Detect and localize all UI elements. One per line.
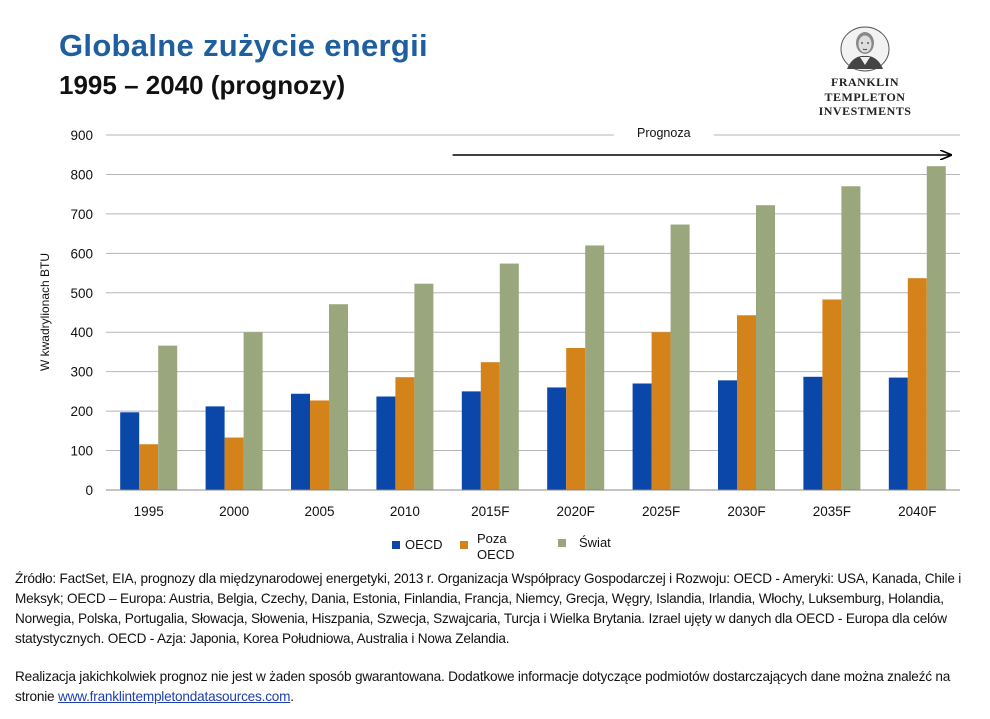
data-sources-link[interactable]: www.franklintempletondatasources.com <box>57 689 291 704</box>
legend-swatch-poza-oecd <box>460 541 468 549</box>
forecast-annotation: Prognoza <box>452 126 950 155</box>
legend-swatch-oecd <box>392 541 400 549</box>
bar-poza-oecd-2020f <box>566 348 586 490</box>
x-tick-label: 2000 <box>219 504 249 519</box>
forecast-label: Prognoza <box>637 126 691 140</box>
y-tick-label: 400 <box>70 325 93 340</box>
page-subtitle: 1995 – 2040 (prognozy) <box>59 70 346 100</box>
bar-poza-oecd-2015f <box>480 362 500 490</box>
y-tick-label: 800 <box>70 167 93 182</box>
page-title: Globalne zużycie energii <box>59 28 428 63</box>
x-tick-label: 2040F <box>898 504 936 519</box>
legend-label-poza-oecd-line2: OECD <box>477 547 515 562</box>
bar-poza-oecd-2010 <box>395 377 415 490</box>
x-tick-label: 2005 <box>304 504 334 519</box>
bar-oecd-1995 <box>120 412 140 490</box>
y-tick-label: 100 <box>70 444 93 459</box>
bar-poza-oecd-1995 <box>139 444 159 490</box>
y-tick-label: 600 <box>70 246 93 261</box>
bar-świat-1995 <box>158 345 178 490</box>
bar-poza-oecd-2000 <box>224 437 244 490</box>
bar-oecd-2020f <box>547 387 567 490</box>
bar-oecd-2000 <box>205 406 225 490</box>
energy-consumption-chart: 0 100 200 300 400 500 600 700 800 900 W kwadrylio… <box>38 126 960 562</box>
y-tick-label: 200 <box>70 404 93 419</box>
x-tick-label: 2030F <box>727 504 765 519</box>
bar-oecd-2015f <box>461 391 481 490</box>
x-tick-label: 2010 <box>390 504 420 519</box>
bar-poza-oecd-2025f <box>651 332 671 490</box>
bar-oecd-2030f <box>718 380 737 490</box>
bar-poza-oecd-2030f <box>737 315 756 490</box>
bar-oecd-2035f <box>803 376 823 490</box>
bar-świat-2015f <box>499 263 519 490</box>
bar-oecd-2040f <box>888 377 908 490</box>
bar-oecd-2010 <box>376 396 396 490</box>
legend-label-poza-oecd-line1: Poza <box>477 531 507 546</box>
bar-świat-2030f <box>756 205 775 490</box>
y-axis-label: W kwadrylionach BTU <box>38 253 52 371</box>
bar-oecd-2025f <box>632 383 652 490</box>
legend-label-swiat: Świat <box>579 535 611 550</box>
x-tick-label: 2025F <box>642 504 680 519</box>
bar-świat-2020f <box>585 245 605 490</box>
x-tick-label: 2035F <box>813 504 851 519</box>
logo-text-line2: INVESTMENTS <box>818 104 912 118</box>
bar-świat-2000 <box>243 332 263 490</box>
disclaimer-note: Realizacja jakichkolwiek prognoz nie jes… <box>15 667 980 707</box>
bar-poza-oecd-2040f <box>907 278 927 490</box>
bar-świat-2010 <box>414 283 434 490</box>
x-tick-label: 2020F <box>557 504 595 519</box>
bar-świat-2035f <box>841 186 861 490</box>
y-tick-label: 900 <box>70 128 93 143</box>
x-tick-label: 1995 <box>134 504 164 519</box>
bar-poza-oecd-2035f <box>822 299 842 490</box>
disclaimer-suffix: . <box>290 689 294 704</box>
legend-label-oecd: OECD <box>405 537 443 552</box>
bar-świat-2005 <box>329 304 348 490</box>
y-tick-label: 0 <box>85 483 93 498</box>
franklin-portrait-icon <box>840 26 890 72</box>
bar-świat-2040f <box>926 166 946 490</box>
legend-swatch-swiat <box>558 539 566 547</box>
franklin-templeton-logo: FRANKLIN TEMPLETON INVESTMENTS <box>790 25 940 117</box>
bar-poza-oecd-2005 <box>310 400 329 490</box>
bar-świat-2025f <box>670 224 690 491</box>
disclaimer-text: Realizacja jakichkolwiek prognoz nie jes… <box>15 669 951 704</box>
y-tick-label: 700 <box>70 207 93 222</box>
y-tick-label: 500 <box>70 286 93 301</box>
x-tick-label: 2015F <box>471 504 509 519</box>
bar-oecd-2005 <box>291 393 310 490</box>
chart-legend: OECD Poza OECD Świat <box>392 531 611 562</box>
y-tick-label: 300 <box>70 365 93 380</box>
source-note: Źródło: FactSet, EIA, prognozy dla międz… <box>15 571 962 646</box>
logo-text-line1: FRANKLIN TEMPLETON <box>824 75 906 104</box>
